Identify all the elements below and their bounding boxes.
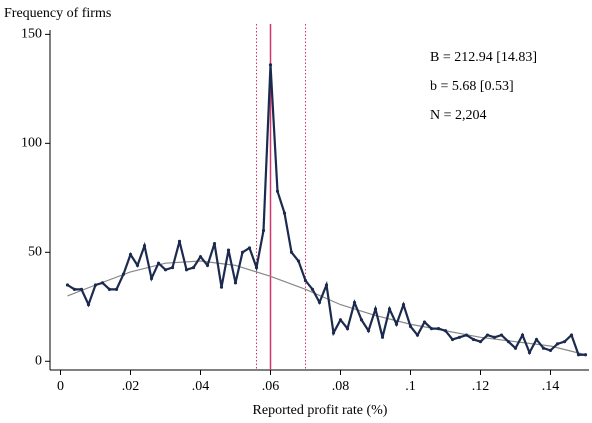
data-point	[317, 300, 322, 305]
y-axis-label: Frequency of firms	[4, 6, 111, 21]
x-tick-label: .02	[122, 379, 140, 394]
data-point	[492, 335, 497, 339]
data-point	[387, 307, 392, 311]
data-point	[163, 268, 168, 272]
data-point	[380, 335, 385, 339]
data-point	[156, 261, 161, 265]
annotation: N = 2,204	[430, 108, 487, 123]
data-point	[170, 265, 175, 270]
data-point	[282, 211, 287, 215]
data-point	[135, 263, 140, 267]
data-point	[226, 248, 231, 252]
data-point	[443, 329, 448, 333]
data-point	[485, 333, 490, 337]
x-axis-label: Reported profit rate (%)	[253, 403, 388, 418]
data-point	[534, 337, 539, 342]
data-point	[506, 340, 511, 344]
data-point	[415, 333, 420, 337]
data-point	[184, 268, 189, 272]
data-point	[177, 239, 182, 244]
data-point	[338, 318, 343, 322]
data-point	[422, 320, 427, 324]
data-point	[268, 63, 273, 67]
data-point	[359, 318, 364, 322]
data-point	[457, 335, 462, 339]
data-point	[464, 333, 469, 337]
data-point	[429, 326, 434, 331]
data-point	[331, 331, 336, 335]
annotation: b = 5.68 [0.53]	[430, 79, 514, 94]
x-tick-label: .1	[405, 379, 416, 394]
data-point	[450, 337, 455, 342]
data-point	[289, 250, 294, 254]
data-point	[72, 287, 77, 291]
data-point	[191, 265, 196, 270]
y-tick-label: 50	[28, 245, 42, 260]
data-point	[366, 329, 371, 333]
data-point	[219, 285, 224, 289]
x-tick-label: .14	[542, 379, 560, 394]
x-tick-label: .06	[262, 379, 280, 394]
data-point	[471, 337, 476, 342]
x-tick-label: 0	[57, 379, 64, 394]
data-point	[261, 228, 266, 233]
data-point	[373, 307, 378, 311]
data-point	[401, 303, 406, 307]
data-point	[149, 276, 154, 281]
y-tick-label: 0	[35, 354, 42, 369]
data-point	[527, 350, 532, 355]
data-point	[296, 259, 301, 263]
data-point	[128, 252, 133, 257]
data-point	[576, 353, 581, 357]
data-point	[100, 281, 105, 285]
data-line	[66, 64, 586, 356]
data-point	[436, 326, 441, 331]
data-point	[254, 265, 259, 270]
y-tick-label: 100	[21, 136, 42, 151]
data-point	[79, 287, 84, 291]
data-point	[121, 272, 126, 276]
data-line	[67, 260, 586, 356]
data-point	[65, 283, 70, 287]
data-point	[562, 340, 567, 344]
data-point	[548, 348, 553, 352]
data-point	[499, 333, 504, 337]
data-point	[114, 287, 119, 291]
data-point	[310, 287, 315, 291]
x-tick-label: .04	[192, 379, 210, 394]
data-point	[240, 250, 245, 254]
data-point	[478, 340, 483, 344]
data-point	[233, 281, 238, 285]
data-point	[303, 279, 308, 283]
data-point	[212, 241, 217, 246]
x-tick-label: .08	[332, 379, 350, 394]
data-point	[198, 255, 203, 259]
data-point	[345, 326, 350, 331]
data-point	[352, 300, 357, 305]
data-point	[569, 333, 574, 337]
data-point	[394, 322, 399, 326]
data-point	[324, 283, 329, 287]
data-point	[107, 287, 112, 291]
annotation: B = 212.94 [14.83]	[430, 50, 537, 65]
data-point	[520, 333, 525, 337]
data-point	[93, 283, 98, 287]
data-point	[513, 346, 518, 350]
data-point	[583, 353, 588, 357]
data-point	[408, 324, 413, 329]
data-point	[86, 303, 91, 307]
data-point	[247, 246, 252, 250]
x-tick-label: .12	[472, 379, 490, 394]
data-point	[275, 189, 280, 193]
y-tick-label: 150	[21, 27, 42, 42]
data-point	[142, 244, 147, 248]
data-point	[541, 346, 546, 350]
data-point	[555, 342, 560, 346]
data-point	[205, 263, 210, 267]
